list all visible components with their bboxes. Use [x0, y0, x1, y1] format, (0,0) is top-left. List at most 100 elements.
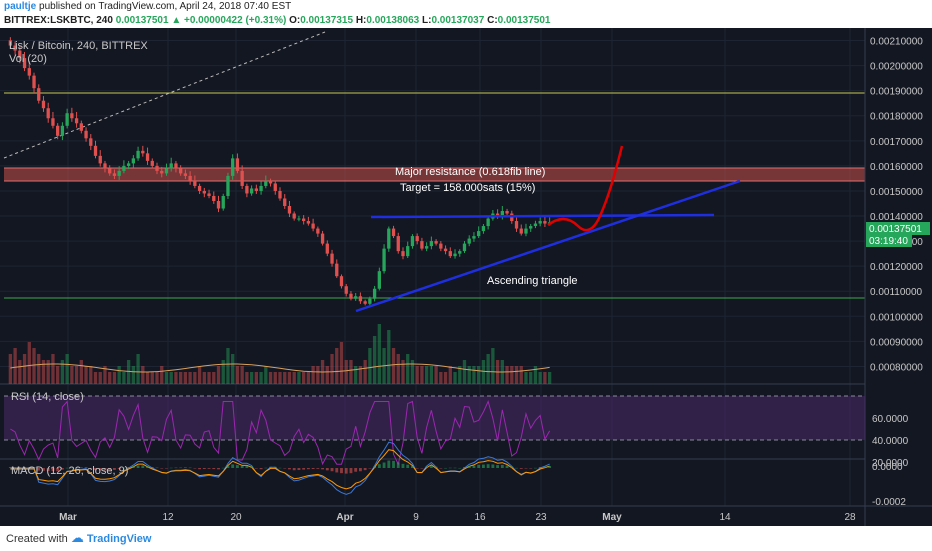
tradingview-brand[interactable]: TradingView — [86, 533, 152, 545]
candle-body — [226, 175, 230, 196]
rsi-band — [4, 396, 865, 440]
macd-hist-bar — [458, 467, 462, 469]
candle-body — [112, 173, 117, 176]
macd-hist-bar — [496, 465, 500, 468]
macd-hist-bar — [411, 465, 414, 468]
macd-hist-bar — [122, 467, 126, 469]
volume-ma-line — [10, 363, 550, 373]
volume-bar — [51, 354, 55, 384]
ohlc-bar: BITTREX:LSKBTC, 240 0.00137501 ▲ +0.0000… — [0, 14, 932, 28]
macd-hist-bar — [212, 468, 216, 470]
candle-body — [13, 45, 17, 51]
macd-hist-bar — [534, 467, 537, 469]
time-axis[interactable]: Mar 12 20 Apr 9 16 23 May 14 28 — [59, 512, 856, 523]
volume-bar — [65, 354, 69, 384]
macd-hist-bar — [467, 466, 471, 468]
macd-hist-bar — [325, 468, 329, 471]
macd-hist-bar — [60, 468, 64, 470]
price-axis[interactable]: 0.00210000 0.00200000 0.00190000 0.00180000… — [870, 37, 923, 374]
candlesticks — [8, 37, 552, 306]
macd-hist-bar — [27, 467, 31, 468]
candle-body — [231, 158, 235, 176]
candle-body — [8, 40, 13, 46]
volume-bar — [240, 366, 244, 384]
volume-bar — [22, 354, 27, 384]
candle-body — [268, 180, 273, 184]
volume-bar — [448, 366, 452, 384]
candle-body — [391, 228, 396, 237]
macd-hist-bar — [113, 468, 116, 470]
candle-body — [179, 168, 183, 174]
volume-bar — [467, 366, 471, 384]
candle-body — [150, 160, 154, 166]
macd-hist-bar — [368, 468, 372, 469]
candle-body — [363, 301, 367, 304]
volume-bar — [462, 360, 467, 384]
volume-bar — [368, 348, 372, 384]
macd-hist-bar — [373, 466, 377, 468]
time-tick-label: 14 — [719, 512, 731, 523]
volume-bar — [197, 366, 202, 384]
candle-body — [354, 296, 358, 299]
macd-hist-bar — [340, 468, 343, 474]
candle-body — [349, 293, 353, 299]
candle-body — [65, 113, 69, 126]
macd-hist-bar — [150, 467, 154, 468]
macd-hist-bar — [141, 465, 145, 468]
volume-bar — [529, 372, 533, 384]
macd-hist-bar — [254, 468, 258, 469]
low-label: L: — [422, 15, 432, 26]
candle-body — [197, 185, 202, 191]
price-tick-label: 0.00110000 — [870, 287, 923, 298]
candle-body — [472, 236, 476, 239]
candle-body — [18, 50, 22, 59]
author-name[interactable]: paultje — [4, 1, 37, 12]
volume-bar — [354, 366, 358, 384]
macd-hist-bar — [500, 464, 504, 468]
volume-bar — [510, 366, 514, 384]
volume-bar — [311, 366, 315, 384]
macd-hist-bar — [524, 468, 528, 469]
candle-body — [74, 118, 79, 124]
candle-body — [453, 253, 457, 257]
time-tick-label: May — [602, 512, 622, 523]
triangle-bottom-line — [355, 179, 741, 313]
macd-hist-bar — [79, 467, 83, 468]
candle-body — [160, 170, 164, 174]
chart-canvas[interactable]: Major resistance (0.618fib line) Target … — [0, 28, 932, 526]
candle-body — [538, 221, 542, 224]
macd-hist-bar — [89, 468, 93, 469]
volume-bar — [122, 372, 126, 384]
volume-bar — [41, 360, 46, 384]
macd-hist-bar — [188, 467, 192, 469]
candle-body — [358, 296, 363, 302]
volume-bar — [108, 372, 112, 384]
macd-hist-bar — [311, 468, 315, 469]
volume-bar — [193, 372, 197, 384]
volume-bar — [301, 372, 306, 384]
macd-hist-bar — [8, 467, 12, 468]
macd-hist-bar — [198, 468, 202, 470]
chart-svg[interactable]: Major resistance (0.618fib line) Target … — [0, 28, 932, 526]
candle-body — [439, 243, 443, 249]
price-tick-label: 0.00090000 — [870, 337, 923, 348]
volume-bar — [216, 366, 221, 384]
volume-bar — [268, 372, 273, 384]
volume-bar — [283, 372, 287, 384]
volume-bar — [486, 354, 490, 384]
candle-body — [316, 228, 320, 234]
macd-hist-bar — [444, 467, 447, 469]
volume-bar — [179, 372, 183, 384]
candle-body — [335, 263, 339, 277]
candle-body — [486, 218, 490, 227]
macd-hist-bar — [42, 468, 45, 471]
candle-body — [382, 248, 386, 272]
macd-hist-bar — [344, 468, 348, 474]
volume-bar — [477, 366, 481, 384]
time-tick-label: 16 — [474, 512, 486, 523]
countdown-tag — [866, 235, 912, 247]
symbol-label: BITTREX:LSKBTC, 240 — [4, 15, 113, 26]
price-tick-label: 0.00100000 — [870, 312, 923, 323]
volume-bar — [472, 366, 476, 384]
projection-curve — [547, 145, 624, 232]
